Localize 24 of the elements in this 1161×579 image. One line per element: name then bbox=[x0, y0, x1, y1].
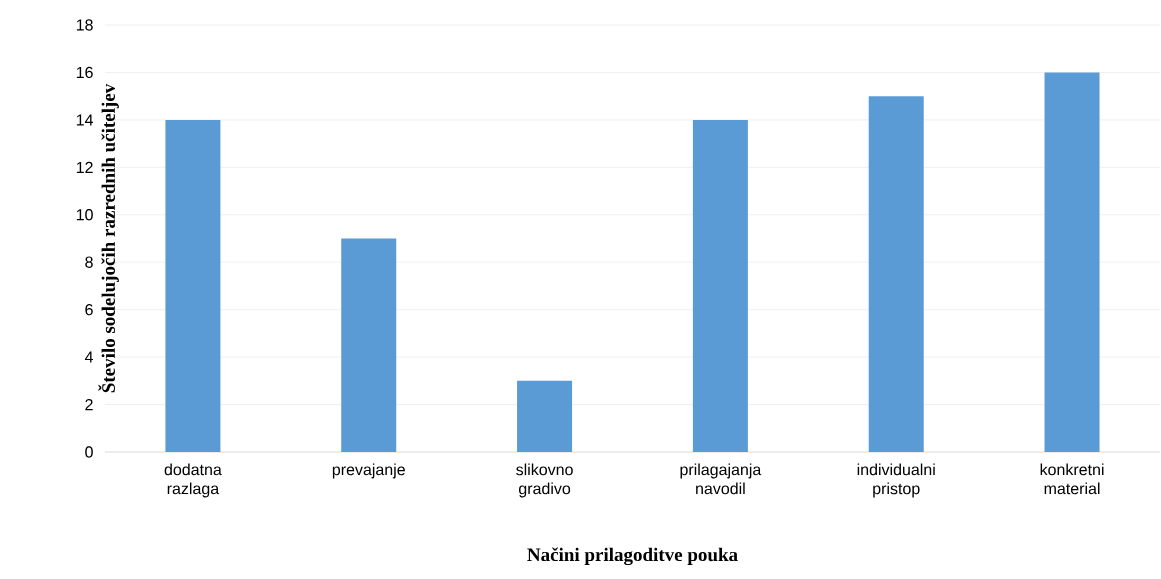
x-tick-label: prevajanje bbox=[332, 463, 405, 479]
y-tick-label: 14 bbox=[76, 114, 94, 126]
bar bbox=[341, 238, 397, 452]
y-tick-label: 6 bbox=[85, 304, 93, 316]
x-tick-label: slikovno gradivo bbox=[516, 463, 573, 498]
y-axis-title: Število sodelujočih razrednih učiteljev bbox=[98, 83, 119, 393]
y-tick-label: 0 bbox=[85, 446, 93, 458]
bar bbox=[1044, 72, 1100, 452]
y-tick-label: 16 bbox=[76, 66, 93, 79]
y-tick-label: 10 bbox=[76, 209, 93, 221]
bar bbox=[517, 380, 573, 452]
bar bbox=[692, 119, 748, 452]
x-tick-label: prilagajanja navodil bbox=[680, 463, 762, 495]
x-axis-title: Načini prilagoditve pouka bbox=[527, 547, 738, 566]
x-tick-label: konkretni material bbox=[1040, 463, 1104, 495]
bar bbox=[165, 119, 221, 452]
y-tick-label: 12 bbox=[76, 161, 93, 173]
y-tick-label: 8 bbox=[85, 256, 93, 268]
bar bbox=[868, 96, 924, 452]
x-tick-label: dodatna razlaga bbox=[164, 463, 222, 498]
y-tick-label: 18 bbox=[76, 19, 93, 31]
y-tick-label: 2 bbox=[85, 398, 93, 411]
x-tick-label: individualni pristop bbox=[857, 463, 935, 498]
y-tick-label: 4 bbox=[84, 351, 94, 363]
